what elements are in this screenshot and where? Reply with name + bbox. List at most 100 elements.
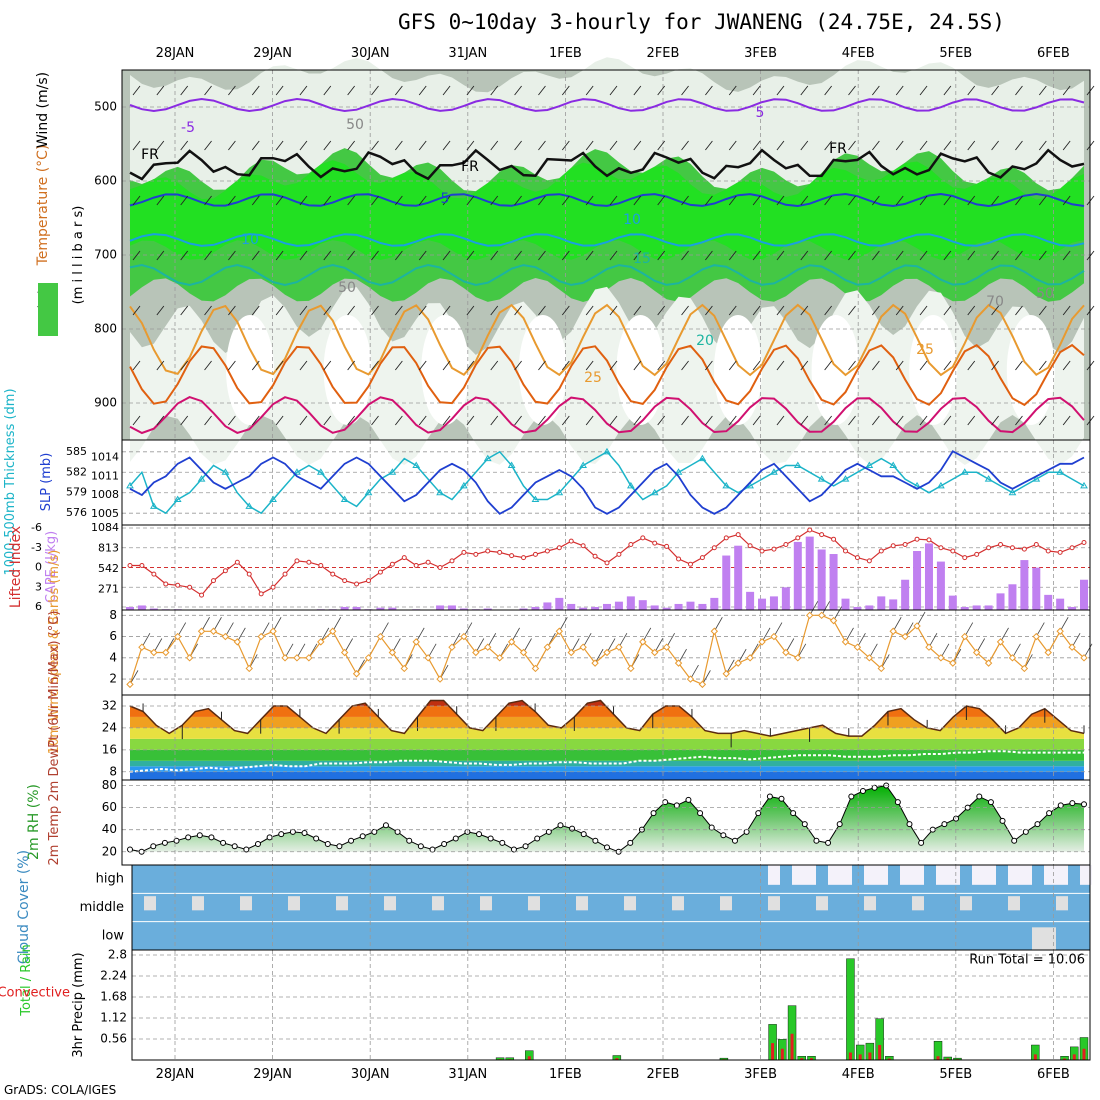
wind-barb xyxy=(824,85,833,96)
wind-speed-point xyxy=(889,627,897,635)
temp-bands xyxy=(130,700,1084,780)
wind-barb xyxy=(228,305,236,316)
wind-speed-point xyxy=(448,643,456,651)
rh-point xyxy=(429,846,436,853)
wind-speed-point xyxy=(901,632,909,641)
wind-barb xyxy=(538,250,546,261)
li-point xyxy=(282,571,288,577)
wind-barb xyxy=(204,250,212,261)
slp-thickness-panel: 576 579 582 585 1005 1008 1011 1014 1000-500mb T… xyxy=(3,388,1091,576)
wind-speed-point xyxy=(352,670,361,678)
wind-speed-point xyxy=(150,648,158,657)
wind-barb xyxy=(323,305,332,316)
cape-bar xyxy=(137,605,146,610)
wind-speed-point xyxy=(221,632,230,641)
cape-bar xyxy=(972,605,981,610)
wind-barb xyxy=(943,140,952,151)
wind-barb xyxy=(800,85,809,96)
wind-barb xyxy=(418,360,427,371)
wind-barb xyxy=(681,85,689,96)
wind-barb xyxy=(347,195,356,206)
wind-barb xyxy=(275,85,284,96)
rh-point xyxy=(871,784,878,791)
precip-convective-bar xyxy=(858,1054,862,1060)
li-point xyxy=(1057,549,1063,555)
wind-barb xyxy=(585,305,594,316)
cape-bar xyxy=(650,605,659,610)
wind-speed-point xyxy=(364,654,373,662)
li-point xyxy=(580,543,586,549)
wind-barb xyxy=(848,305,856,316)
cape-bar xyxy=(555,597,564,610)
li-point xyxy=(616,551,622,557)
li-point xyxy=(377,569,383,575)
wind-speed-point xyxy=(460,632,468,641)
contour-label: 5 xyxy=(441,191,450,207)
wind-barb xyxy=(1038,195,1047,206)
wind-barb xyxy=(657,415,666,426)
precip-convective-bar xyxy=(771,1043,775,1060)
li-point xyxy=(831,536,837,542)
contour-label: 70 xyxy=(986,294,1004,310)
li-point xyxy=(318,563,324,569)
li-point xyxy=(1009,545,1015,551)
rh-point xyxy=(790,810,797,817)
wind-barb xyxy=(943,360,952,371)
cloud-gap-middle xyxy=(384,896,396,911)
cape-bar xyxy=(376,607,385,610)
wind-speed-point xyxy=(1032,632,1041,641)
wind-barb xyxy=(919,360,928,371)
wind-barb xyxy=(991,195,999,206)
li-point xyxy=(163,581,169,587)
wind-barb xyxy=(800,250,809,261)
wind-barb xyxy=(323,85,332,96)
thickness-point xyxy=(937,481,945,489)
wind-speed-point xyxy=(841,638,850,646)
wind-barb xyxy=(824,140,833,151)
legend-wind: Wind (m/s) xyxy=(35,72,51,148)
wind-barb xyxy=(466,195,475,206)
wind-speed-point xyxy=(650,648,659,657)
wind-speed-point xyxy=(794,654,802,662)
wind-barb xyxy=(633,85,642,96)
li-point xyxy=(1069,545,1075,551)
wind-barb xyxy=(895,195,904,206)
wind-barb xyxy=(394,360,403,371)
thickness-point xyxy=(841,475,850,482)
precip-convective-bar xyxy=(1063,1058,1067,1060)
wind-barb xyxy=(848,360,856,371)
wind-barb xyxy=(1062,140,1071,151)
li-point xyxy=(139,563,145,569)
wind-barb xyxy=(609,195,618,206)
wind-barb xyxy=(204,360,212,371)
cape-bar xyxy=(579,607,588,610)
cape-bar xyxy=(531,606,540,610)
li-point xyxy=(962,555,968,561)
wind-barb xyxy=(180,305,189,316)
cloud-gap-high xyxy=(876,865,888,885)
li-point xyxy=(258,591,264,597)
li-point xyxy=(866,558,872,564)
wind-barb xyxy=(371,140,379,151)
li-point xyxy=(747,543,753,549)
wind-barb xyxy=(776,360,785,371)
cape-bar xyxy=(841,598,850,610)
wind-barb xyxy=(204,195,212,206)
wind-barb xyxy=(347,250,356,261)
thickness-point xyxy=(698,454,707,462)
wind-barb xyxy=(776,305,785,316)
precip-tick-label: 0.56 xyxy=(100,1032,127,1046)
li-point xyxy=(1045,548,1051,554)
wind-barb xyxy=(1015,415,1023,426)
thickness-tick-label: 576 xyxy=(66,506,87,519)
thickness-point xyxy=(507,461,516,468)
li-point xyxy=(843,548,848,554)
wind-barb xyxy=(490,360,499,371)
cloud-gap-middle xyxy=(768,896,780,911)
wind-barb xyxy=(180,195,189,206)
wind-barb xyxy=(633,140,642,151)
rh-point xyxy=(859,788,866,795)
li-point xyxy=(950,548,956,554)
temp-band xyxy=(130,700,1084,706)
cape-bar xyxy=(960,606,969,610)
